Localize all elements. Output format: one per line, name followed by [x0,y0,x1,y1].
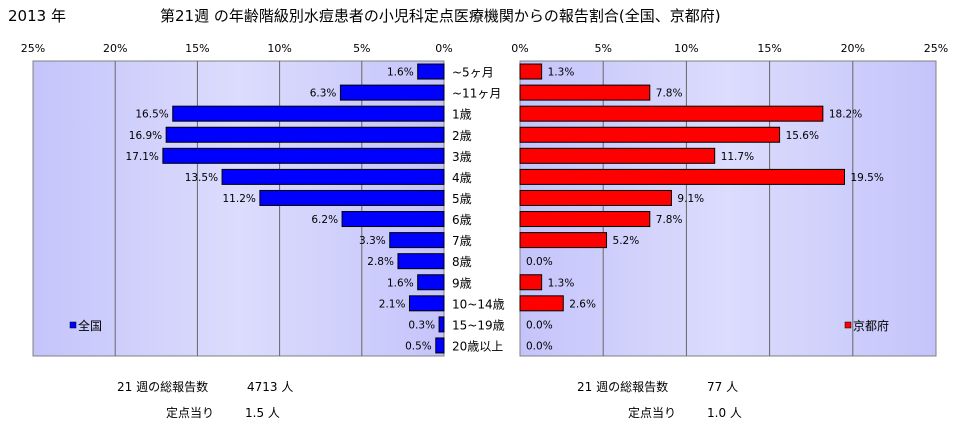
right-tick-label: 20% [841,42,865,55]
kyoto-data-label: 0.0% [526,319,553,331]
national-bar [341,211,445,228]
left-tick-label: 15% [185,42,209,55]
category-label: 9歳 [452,276,472,290]
year-label: 2013 年 [8,7,66,25]
category-label: 2歳 [452,129,472,143]
left-tick-label: 10% [267,42,291,55]
national-data-label: 11.2% [223,193,256,205]
kyoto-data-label: 5.2% [613,235,640,247]
national-total-value: 4713 人 [247,380,294,394]
kyoto-total-label: 21 週の総報告数 [577,380,669,394]
national-data-label: 2.1% [379,298,406,310]
national-data-label: 1.6% [387,67,414,79]
kyoto-data-label: 0.0% [526,256,553,268]
kyoto-bar [519,63,543,80]
national-total-label: 21 週の総報告数 [117,380,209,394]
category-label: 15~19歳 [452,318,505,332]
chart-title: 第21週 の年齢階級別水痘患者の小児科定点医療機関からの報告割合(全国、京都府) [160,7,721,25]
right-plot-area [519,60,937,357]
kyoto-data-label: 0.0% [526,340,553,352]
category-label: ~11ヶ月 [452,87,501,101]
category-label: 20歳以上 [452,339,503,353]
category-label: 5歳 [452,192,472,206]
national-bar [389,232,445,249]
national-data-label: 16.5% [135,109,168,121]
kyoto-data-label: 1.3% [548,277,575,289]
national-data-label: 1.6% [387,277,414,289]
national-data-label: 6.3% [310,88,337,100]
kyoto-bar [519,126,781,143]
category-label: 6歳 [452,213,472,227]
kyoto-legend-label: 京都府 [853,318,889,333]
kyoto-bar [519,147,716,164]
kyoto-data-label: 9.1% [677,193,704,205]
category-label: 3歳 [452,150,472,164]
kyoto-data-label: 1.3% [548,67,575,79]
national-per-label: 定点当り [166,406,215,420]
kyoto-data-label: 11.7% [721,151,754,163]
left-tick-label: 0% [435,42,452,55]
right-tick-label: 15% [757,42,781,55]
kyoto-bar [519,189,672,206]
national-per-value: 1.5 人 [245,406,280,420]
kyoto-data-label: 2.6% [569,298,596,310]
national-data-label: 13.5% [185,172,218,184]
category-label: 10~14歳 [452,297,505,311]
national-legend-label: 全国 [78,318,102,333]
right-tick-label: 0% [511,42,528,55]
national-bar [162,147,445,164]
kyoto-bar [519,168,845,185]
kyoto-bar [519,232,608,249]
kyoto-per-value: 1.0 人 [707,406,742,420]
right-tick-label: 10% [674,42,698,55]
national-data-label: 0.3% [408,319,435,331]
left-tick-label: 20% [103,42,127,55]
kyoto-bar [519,211,651,228]
kyoto-bar [519,84,651,101]
national-legend-swatch [69,321,77,329]
right-tick-label: 5% [594,42,611,55]
national-bar [259,189,445,206]
left-tick-label: 5% [353,42,370,55]
kyoto-data-label: 7.8% [656,88,683,100]
category-label: 8歳 [452,255,472,269]
kyoto-legend-swatch [844,321,852,329]
category-label: 1歳 [452,108,472,122]
national-data-label: 2.8% [367,256,394,268]
kyoto-per-label: 定点当り [628,406,677,420]
category-label: 4歳 [452,171,472,185]
kyoto-total-value: 77 人 [707,380,739,394]
national-bar [417,274,445,291]
kyoto-data-label: 7.8% [656,214,683,226]
kyoto-bar [519,105,824,122]
national-data-label: 6.2% [311,214,338,226]
national-data-label: 17.1% [126,151,159,163]
national-data-label: 16.9% [129,130,162,142]
left-tick-label: 25% [21,42,45,55]
category-label: 7歳 [452,234,472,248]
kyoto-data-label: 19.5% [850,172,883,184]
kyoto-bar [519,274,543,291]
kyoto-data-label: 15.6% [786,130,819,142]
kyoto-bar [519,295,564,312]
category-label: ~5ヶ月 [452,66,494,80]
national-bar [397,253,445,270]
national-bar [435,337,445,354]
national-bar [221,168,445,185]
national-bar [417,63,445,80]
national-bar [172,105,445,122]
left-plot-area [32,60,445,357]
national-bar [165,126,445,143]
national-data-label: 3.3% [359,235,386,247]
national-bar [339,84,445,101]
kyoto-data-label: 18.2% [829,109,862,121]
right-tick-label: 25% [924,42,948,55]
national-bar [438,316,445,333]
national-data-label: 0.5% [405,340,432,352]
national-bar [408,295,445,312]
